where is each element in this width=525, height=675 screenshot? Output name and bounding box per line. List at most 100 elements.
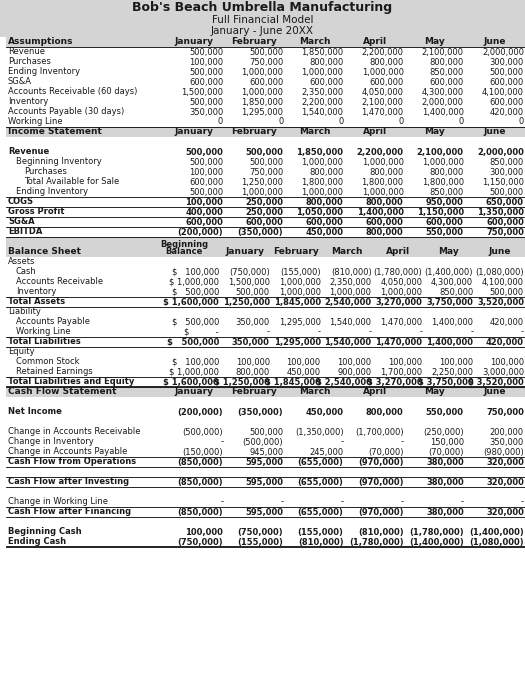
Text: (750,000): (750,000) (238, 527, 284, 537)
Text: 595,000: 595,000 (245, 477, 284, 487)
Text: (1,700,000): (1,700,000) (355, 427, 404, 437)
Text: February: February (232, 38, 277, 47)
Bar (6, 387, 525, 397)
Text: (970,000): (970,000) (358, 458, 404, 466)
Text: 100,000: 100,000 (490, 358, 524, 367)
Text: 350,000: 350,000 (189, 107, 223, 117)
Text: (970,000): (970,000) (358, 477, 404, 487)
Text: 500,000: 500,000 (249, 157, 284, 167)
Text: (155,000): (155,000) (237, 537, 284, 547)
Text: 380,000: 380,000 (426, 477, 464, 487)
Text: 450,000: 450,000 (306, 408, 343, 416)
Text: 1,850,000: 1,850,000 (297, 148, 343, 157)
Text: 500,000: 500,000 (189, 157, 223, 167)
Text: Inventory: Inventory (16, 288, 56, 296)
Text: 380,000: 380,000 (426, 458, 464, 466)
Text: March: March (299, 387, 330, 396)
Text: June: June (484, 38, 506, 47)
Text: 850,000: 850,000 (439, 288, 473, 296)
Text: 550,000: 550,000 (426, 227, 464, 236)
Text: (810,000): (810,000) (331, 267, 372, 277)
Text: 500,000: 500,000 (189, 47, 223, 57)
Text: May: May (424, 38, 445, 47)
Text: 600,000: 600,000 (366, 217, 404, 227)
Text: (150,000): (150,000) (183, 448, 223, 456)
Text: 595,000: 595,000 (245, 508, 284, 516)
Text: 1,000,000: 1,000,000 (380, 288, 422, 296)
Text: $ 1,000,000: $ 1,000,000 (169, 367, 219, 377)
Text: $   500,000: $ 500,000 (172, 317, 219, 327)
Text: 600,000: 600,000 (249, 78, 284, 86)
Text: Cash Flow after Financing: Cash Flow after Financing (8, 508, 131, 516)
Text: 750,000: 750,000 (249, 57, 284, 67)
Text: -: - (220, 437, 223, 446)
Text: (970,000): (970,000) (358, 508, 404, 516)
Text: 1,000,000: 1,000,000 (362, 68, 404, 76)
Text: April: April (386, 248, 410, 256)
Text: (500,000): (500,000) (243, 437, 284, 446)
Text: 600,000: 600,000 (309, 78, 343, 86)
Text: SG&A: SG&A (8, 217, 35, 227)
Text: Working Line: Working Line (16, 327, 71, 337)
Text: 0: 0 (398, 117, 404, 126)
Text: Accounts Receivable (60 days): Accounts Receivable (60 days) (8, 88, 138, 97)
Text: 350,000: 350,000 (236, 317, 270, 327)
Text: Bob's Beach Umbrella Manufacturing: Bob's Beach Umbrella Manufacturing (132, 1, 393, 14)
Text: 1,295,000: 1,295,000 (279, 317, 321, 327)
Text: (1,780,000): (1,780,000) (409, 527, 464, 537)
Text: Change in Inventory: Change in Inventory (8, 437, 94, 446)
Text: $          -: $ - (184, 327, 219, 337)
Text: 1,800,000: 1,800,000 (362, 178, 404, 186)
Text: 2,100,000: 2,100,000 (417, 148, 464, 157)
Text: 450,000: 450,000 (287, 367, 321, 377)
Text: 750,000: 750,000 (249, 167, 284, 176)
Text: $   500,000: $ 500,000 (166, 338, 219, 346)
Text: 1,800,000: 1,800,000 (301, 178, 343, 186)
Text: Equity: Equity (8, 348, 35, 356)
Text: 500,000: 500,000 (249, 427, 284, 437)
Text: 2,250,000: 2,250,000 (431, 367, 473, 377)
Text: 850,000: 850,000 (429, 68, 464, 76)
Text: Revenue: Revenue (8, 148, 49, 157)
Text: 320,000: 320,000 (486, 508, 524, 516)
Text: (250,000): (250,000) (423, 427, 464, 437)
Text: 1,540,000: 1,540,000 (330, 317, 372, 327)
Text: -: - (341, 497, 343, 506)
Text: (655,000): (655,000) (298, 508, 343, 516)
Text: 320,000: 320,000 (486, 458, 524, 466)
Text: Change in Working Line: Change in Working Line (8, 497, 108, 506)
Bar (6, 127, 525, 137)
Text: 4,300,000: 4,300,000 (431, 277, 473, 286)
Text: 320,000: 320,000 (486, 477, 524, 487)
Text: 0: 0 (519, 117, 524, 126)
Text: 2,000,000: 2,000,000 (477, 148, 524, 157)
Text: 1,000,000: 1,000,000 (330, 288, 372, 296)
Text: Retained Earnings: Retained Earnings (16, 367, 93, 377)
Text: 1,000,000: 1,000,000 (362, 188, 404, 196)
Text: 800,000: 800,000 (306, 198, 343, 207)
Text: 600,000: 600,000 (370, 78, 404, 86)
Text: 1,470,000: 1,470,000 (375, 338, 422, 346)
Text: January - June 20XX: January - June 20XX (211, 26, 314, 36)
Text: (155,000): (155,000) (298, 527, 343, 537)
Text: 2,000,000: 2,000,000 (482, 47, 524, 57)
Text: 1,850,000: 1,850,000 (301, 47, 343, 57)
Text: January: January (175, 387, 214, 396)
Text: (350,000): (350,000) (238, 227, 284, 236)
Text: 2,200,000: 2,200,000 (362, 47, 404, 57)
Text: (850,000): (850,000) (177, 458, 223, 466)
Text: 3,270,000: 3,270,000 (375, 298, 422, 306)
Text: (200,000): (200,000) (177, 408, 223, 416)
Text: -: - (369, 327, 372, 337)
Text: 0: 0 (278, 117, 284, 126)
Text: 100,000: 100,000 (185, 198, 223, 207)
Text: 800,000: 800,000 (236, 367, 270, 377)
Text: Cash Flow from Operations: Cash Flow from Operations (8, 458, 136, 466)
Text: $   100,000: $ 100,000 (172, 267, 219, 277)
Text: 1,500,000: 1,500,000 (181, 88, 223, 97)
Text: (1,400,000): (1,400,000) (469, 527, 524, 537)
Text: Assets: Assets (8, 257, 35, 267)
Text: Change in Accounts Receivable: Change in Accounts Receivable (8, 427, 141, 437)
Text: 3,520,000: 3,520,000 (477, 298, 524, 306)
Text: (1,400,000): (1,400,000) (425, 267, 473, 277)
